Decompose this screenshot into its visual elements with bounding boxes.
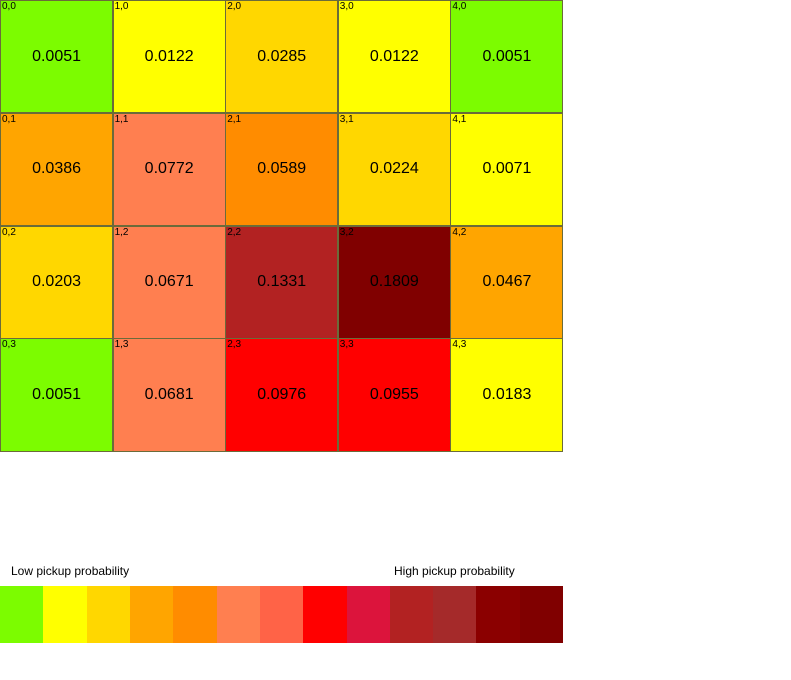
cell-coordinate-label: 4,3 xyxy=(452,339,467,351)
heatmap-cell: 0,3 0.0051 xyxy=(0,338,114,452)
cell-value-label: 0.0051 xyxy=(482,47,532,65)
cell-coordinate-label: 3,3 xyxy=(339,339,354,351)
cell-coordinate-label: 3,1 xyxy=(339,113,354,125)
heatmap-cell: 3,2 0.1809 xyxy=(337,225,451,339)
cell-value-label: 0.0976 xyxy=(257,385,307,403)
heatmap-cell: 0,1 0.0386 xyxy=(0,112,114,226)
heatmap-cell: 1,3 0.0681 xyxy=(112,338,226,452)
legend-swatch xyxy=(303,586,347,643)
heatmap-cell: 2,0 0.0285 xyxy=(225,0,339,114)
legend-swatch xyxy=(259,586,304,643)
cell-coordinate-label: 0,2 xyxy=(2,226,16,238)
heatmap-cell: 3,3 0.0955 xyxy=(337,338,451,452)
cell-coordinate-label: 2,1 xyxy=(227,113,242,125)
heatmap-cell: 4,2 0.0467 xyxy=(450,225,564,339)
cell-coordinate-label: 4,2 xyxy=(452,226,467,238)
cell-value-label: 0.0589 xyxy=(257,160,307,178)
cell-coordinate-label: 3,0 xyxy=(339,1,354,12)
legend-swatch xyxy=(86,586,130,643)
heatmap-cell: 1,1 0.0772 xyxy=(112,112,226,226)
cell-value-label: 0.0224 xyxy=(369,160,419,178)
cell-coordinate-label: 0,0 xyxy=(2,1,16,12)
heatmap-cell: 2,2 0.1331 xyxy=(225,225,339,339)
cell-coordinate-label: 0,3 xyxy=(2,339,16,351)
heatmap-cell: 2,1 0.0589 xyxy=(225,112,339,226)
heatmap-cell: 3,1 0.0224 xyxy=(337,112,451,226)
cell-value-label: 0.0681 xyxy=(144,385,194,403)
legend-low-label: Low pickup probability xyxy=(11,564,130,578)
heatmap-cell: 1,2 0.0671 xyxy=(112,225,226,339)
cell-value-label: 0.0203 xyxy=(32,273,82,291)
cell-value-label: 0.0671 xyxy=(144,273,194,291)
heatmap-grid: 0,0 0.0051 1,0 0.0122 2,0 0.0285 3,0 0.0122 4,0 0… xyxy=(0,0,564,452)
legend-high-label: High pickup probability xyxy=(394,564,515,578)
cell-coordinate-label: 0,1 xyxy=(2,113,16,125)
heatmap-cell: 4,0 0.0051 xyxy=(450,0,564,114)
legend-swatch xyxy=(216,586,260,643)
legend-color-bar xyxy=(0,586,564,643)
heatmap-cell: 4,1 0.0071 xyxy=(450,112,564,226)
cell-value-label: 0.0467 xyxy=(482,273,532,291)
heatmap-cell: 0,2 0.0203 xyxy=(0,225,114,339)
cell-coordinate-label: 4,1 xyxy=(452,113,467,125)
legend-swatch xyxy=(43,586,87,643)
cell-coordinate-label: 2,0 xyxy=(227,1,242,12)
heatmap-cell: 1,0 0.0122 xyxy=(112,0,226,114)
legend-swatch xyxy=(519,586,564,643)
cell-value-label: 0.0386 xyxy=(32,160,82,178)
heatmap-cell: 2,3 0.0976 xyxy=(225,338,339,452)
cell-value-label: 0.0071 xyxy=(482,160,532,178)
heatmap-cell: 4,3 0.0183 xyxy=(450,338,564,452)
cell-value-label: 0.0051 xyxy=(32,47,82,65)
heatmap-cell: 0,0 0.0051 xyxy=(0,0,114,114)
legend-swatch xyxy=(129,586,174,643)
cell-coordinate-label: 3,2 xyxy=(339,226,354,238)
legend-swatch xyxy=(433,586,477,643)
cell-value-label: 0.0955 xyxy=(369,385,419,403)
cell-value-label: 0.0051 xyxy=(32,385,82,403)
cell-value-label: 0.0772 xyxy=(144,160,194,178)
cell-value-label: 0.0122 xyxy=(144,47,194,65)
cell-coordinate-label: 4,0 xyxy=(452,1,467,12)
legend-swatch xyxy=(173,586,217,643)
cell-value-label: 0.0183 xyxy=(482,385,532,403)
legend-swatch xyxy=(346,586,390,643)
cell-value-label: 0.0122 xyxy=(369,47,419,65)
heatmap-cell: 3,0 0.0122 xyxy=(337,0,451,114)
cell-coordinate-label: 1,0 xyxy=(114,1,129,12)
cell-coordinate-label: 2,3 xyxy=(227,339,242,351)
cell-coordinate-label: 2,2 xyxy=(227,226,242,238)
cell-coordinate-label: 1,2 xyxy=(114,226,129,238)
cell-coordinate-label: 1,3 xyxy=(114,339,129,351)
cell-coordinate-label: 1,1 xyxy=(114,113,129,125)
legend-swatch xyxy=(0,586,44,643)
legend-swatch xyxy=(389,586,434,643)
cell-value-label: 0.0285 xyxy=(257,47,307,65)
cell-value-label: 0.1331 xyxy=(257,273,307,291)
cell-value-label: 0.1809 xyxy=(369,273,419,291)
legend-swatch xyxy=(476,586,520,643)
